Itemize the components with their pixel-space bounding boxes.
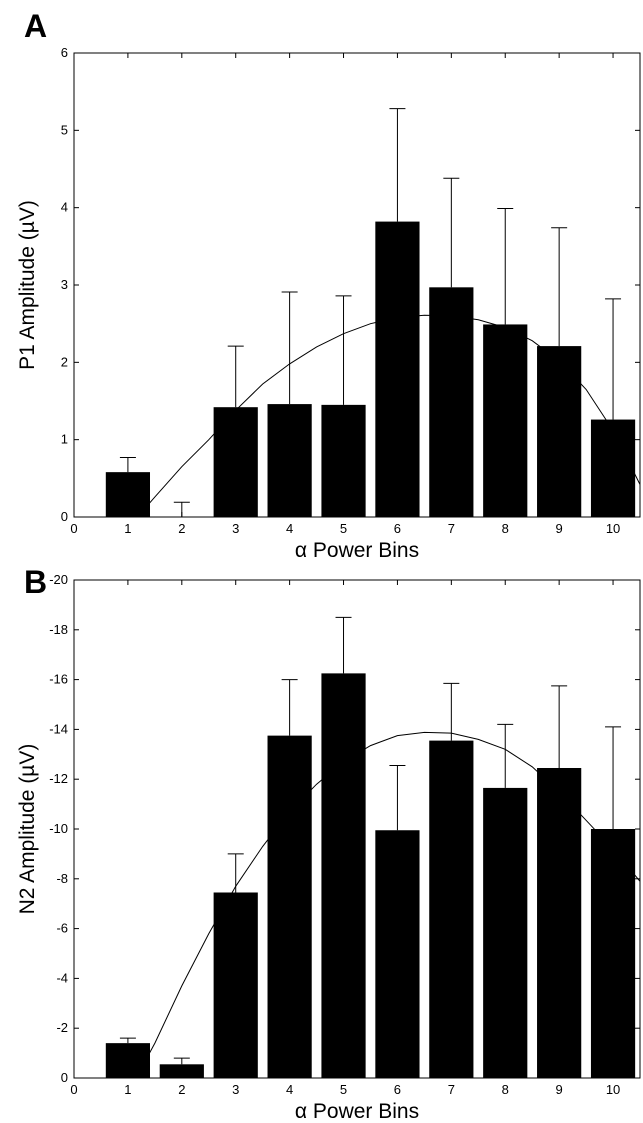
x-tick-label: 6 — [394, 1082, 401, 1097]
y-tick-label: 0 — [61, 1070, 68, 1085]
bar — [590, 419, 636, 517]
y-tick-label: -10 — [49, 821, 68, 836]
x-tick-label: 2 — [178, 521, 185, 536]
bar — [267, 735, 312, 1078]
x-tick-label: 9 — [556, 521, 563, 536]
bar — [590, 829, 636, 1078]
fit-curve — [138, 731, 641, 1074]
bar — [483, 324, 528, 517]
bar — [213, 407, 258, 517]
y-tick-label: -2 — [56, 1020, 68, 1035]
y-tick-label: 5 — [61, 122, 68, 137]
x-tick-label: 2 — [178, 1082, 185, 1097]
bar — [537, 767, 582, 1078]
panel-b: B 0 1 2 3 4 5 6 7 8 9 10 0 -2 -4 -6 -8 -10 -12 -14 -16 -18 -2… — [0, 560, 643, 1123]
x-tick-label: 9 — [556, 1082, 563, 1097]
x-tick-label: 3 — [232, 1082, 239, 1097]
bar — [213, 892, 258, 1078]
bar — [159, 1064, 204, 1078]
bar — [429, 740, 474, 1078]
y-tick-label: 6 — [61, 45, 68, 60]
n2-amplitude-chart: 0 1 2 3 4 5 6 7 8 9 10 0 -2 -4 -6 -8 -10 -12 -14 -16 -18 -20 α… — [16, 572, 641, 1123]
x-tick-label: 8 — [502, 521, 509, 536]
y-tick-label: 2 — [61, 354, 68, 369]
y-tick-label: 3 — [61, 277, 68, 292]
y-tick-label: -6 — [56, 921, 68, 936]
y-tick-label: -18 — [49, 622, 68, 637]
x-tick-label: 4 — [286, 1082, 293, 1097]
x-tick-label: 4 — [286, 521, 293, 536]
x-tick-label: 7 — [448, 521, 455, 536]
y-tick-label: -16 — [49, 672, 68, 687]
x-tick-label: 10 — [606, 1082, 620, 1097]
x-axis-label: α Power Bins — [295, 1100, 419, 1123]
p1-amplitude-chart: 0 1 2 3 4 5 6 7 8 9 10 0 1 2 3 4 5 6 α Power Bins P1 Amplit… — [16, 45, 641, 560]
bar — [321, 673, 366, 1078]
x-tick-label: 10 — [606, 521, 620, 536]
y-tick-label: 0 — [61, 509, 68, 524]
bar — [375, 221, 420, 517]
bar — [105, 472, 151, 517]
bar — [267, 404, 312, 517]
x-tick-label: 7 — [448, 1082, 455, 1097]
y-tick-label: 4 — [61, 200, 68, 215]
y-tick-label: -14 — [49, 721, 68, 736]
x-tick-label: 5 — [340, 1082, 347, 1097]
y-tick-label: -8 — [56, 871, 68, 886]
x-tick-label: 1 — [124, 1082, 131, 1097]
y-tick-label: 1 — [61, 432, 68, 447]
panel-label: A — [24, 8, 48, 44]
y-axis-label: N2 Amplitude (µV) — [16, 744, 39, 915]
bar — [483, 787, 528, 1078]
bar — [537, 346, 582, 517]
x-tick-label: 0 — [70, 1082, 77, 1097]
x-tick-label: 0 — [70, 521, 77, 536]
y-tick-label: -4 — [56, 970, 68, 985]
bar — [429, 287, 474, 517]
x-tick-label: 8 — [502, 1082, 509, 1097]
x-tick-label: 5 — [340, 521, 347, 536]
x-axis-label: α Power Bins — [295, 539, 419, 560]
x-tick-label: 6 — [394, 521, 401, 536]
panel-label: B — [24, 564, 48, 600]
panel-a: A 0 1 2 3 4 5 6 7 8 9 10 0 1 2 3 4 5 6 α Power Bins P1 Ampl… — [0, 0, 643, 560]
x-tick-label: 3 — [232, 521, 239, 536]
y-tick-label: -12 — [49, 771, 68, 786]
fit-curve — [143, 314, 641, 510]
x-tick-label: 1 — [124, 521, 131, 536]
bar — [375, 830, 420, 1078]
bar — [321, 404, 366, 517]
y-tick-label: -20 — [49, 572, 68, 587]
bar — [105, 1043, 151, 1078]
y-axis-label: P1 Amplitude (µV) — [16, 200, 39, 370]
